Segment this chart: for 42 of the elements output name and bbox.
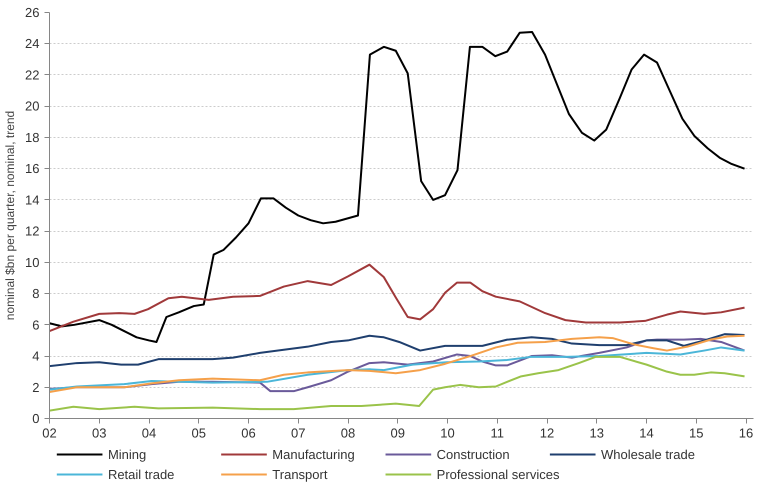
x-tick-label: 03 <box>92 426 106 440</box>
x-tick-label: 04 <box>142 426 156 440</box>
x-tick-label: 16 <box>738 426 754 440</box>
x-tick-label: 12 <box>540 426 554 440</box>
x-tick-label: 15 <box>689 426 704 440</box>
line-series <box>50 356 746 412</box>
line-series <box>50 264 746 332</box>
legend-label: Transport <box>272 467 328 482</box>
x-tick-label: 10 <box>440 426 455 440</box>
line-series <box>50 333 746 368</box>
x-tick-label: 11 <box>490 426 504 440</box>
legend-label: Professional services <box>436 467 560 482</box>
x-tick-label: 09 <box>390 426 406 440</box>
line-series <box>50 346 746 391</box>
legend-label: Construction <box>436 447 510 462</box>
y-tick-label: 16 <box>25 161 40 176</box>
x-tick-label: 02 <box>42 426 57 440</box>
y-tick-label: 12 <box>25 224 40 239</box>
y-tick-label: 14 <box>25 192 40 208</box>
legend-label: Retail trade <box>108 467 174 482</box>
x-tick-label: 13 <box>590 426 604 440</box>
y-tick-label: 10 <box>25 254 40 270</box>
x-tick-label: 08 <box>340 426 356 440</box>
y-tick-label: 22 <box>25 67 40 82</box>
y-tick-label: 26 <box>25 5 40 20</box>
x-tick-label: 14 <box>639 426 654 440</box>
y-tick-label: 2 <box>32 380 40 395</box>
y-axis-title: nominal $bn per quarter, nominal, trend <box>3 110 18 320</box>
legend-label: Wholesale trade <box>601 447 695 462</box>
y-tick-label: 20 <box>25 98 40 114</box>
line-series <box>50 31 746 343</box>
y-tick-label: 8 <box>32 286 40 302</box>
y-tick-label: 18 <box>25 130 40 145</box>
y-tick-label: 6 <box>32 317 40 332</box>
x-tick-label: 06 <box>241 426 256 440</box>
y-tick-label: 0 <box>32 411 40 426</box>
x-tick-label: 07 <box>291 426 306 440</box>
legend-label: Mining <box>108 447 146 462</box>
y-tick-label: 4 <box>32 348 40 364</box>
legend-label: Manufacturing <box>272 447 355 462</box>
y-tick-label: 24 <box>25 36 40 52</box>
x-tick-label: 05 <box>192 426 206 440</box>
